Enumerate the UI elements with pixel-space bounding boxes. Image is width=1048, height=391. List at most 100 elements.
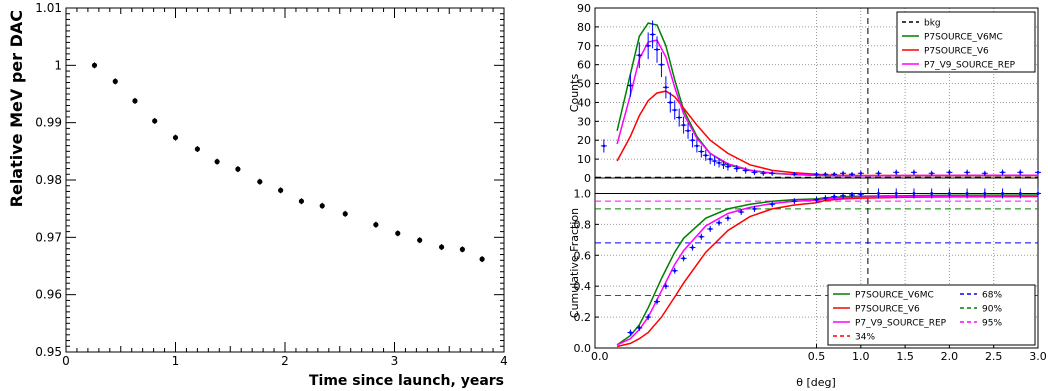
- top-right-chart: 0 10 20 30 40 50 60 70 80 90 Counts bkg P7SOURCE_V6M…: [568, 2, 1041, 185]
- top-data-point: [965, 171, 969, 174]
- left-data-point: [319, 203, 325, 209]
- top-data-point: [691, 138, 694, 142]
- left-x-axis-label: Time since launch, years: [309, 373, 504, 389]
- top-y-tick-label: 50: [577, 78, 591, 91]
- top-data-point: [793, 172, 796, 176]
- bottom-data-point: [629, 331, 632, 334]
- left-data-point: [112, 78, 118, 84]
- top-y-tick-label: 70: [577, 40, 591, 53]
- top-data-point: [832, 172, 836, 176]
- top-data-point: [708, 157, 712, 161]
- bottom-data-point: [983, 192, 987, 195]
- top-y-tick-label: 20: [577, 134, 591, 147]
- left-data-point: [298, 198, 305, 204]
- top-data-point: [704, 154, 708, 157]
- left-y-tick-label: 0.97: [35, 230, 62, 244]
- bottom-x-axis-label: θ [deg]: [796, 376, 836, 389]
- left-y-tick-label: 1: [54, 58, 62, 72]
- left-data-point: [194, 146, 200, 152]
- bottom-x-tick-label: 1.0: [852, 350, 870, 363]
- top-data-point: [824, 172, 827, 176]
- left-plot-frame: [65, 7, 505, 353]
- top-data-point: [735, 167, 739, 170]
- bottom-legend-box: [827, 284, 1036, 346]
- left-data-point: [172, 134, 179, 141]
- left-data-point: [91, 62, 98, 68]
- bottom-data-point: [877, 192, 880, 195]
- top-data-point: [629, 84, 632, 87]
- bottom-data-point: [815, 198, 818, 202]
- top-data-point: [841, 171, 845, 175]
- top-data-point: [646, 44, 650, 48]
- bottom-y-tick-label: 0.2: [574, 311, 592, 324]
- left-data-point: [479, 256, 485, 262]
- bottom-data-point: [753, 207, 756, 211]
- top-data-point: [651, 33, 654, 36]
- top-data-point: [859, 171, 863, 175]
- top-data-point: [770, 171, 774, 175]
- top-data-point: [713, 159, 716, 163]
- bottom-data-point: [930, 192, 934, 195]
- bottom-data-point: [823, 196, 827, 200]
- top-data-point: [850, 172, 854, 176]
- bottom-data-point: [832, 195, 836, 198]
- top-data-point: [686, 129, 690, 133]
- top-data-point: [762, 171, 765, 175]
- bottom-series-line: [616, 195, 1039, 348]
- top-data-point: [894, 171, 898, 174]
- bottom-data-point: [699, 235, 703, 239]
- bottom-legend-label: 34%: [855, 333, 875, 343]
- bottom-data-point: [637, 326, 641, 330]
- top-legend-box: [896, 11, 1036, 73]
- top-data-point: [753, 171, 756, 174]
- bottom-right-chart: 0.0 0.2 0.4 0.6 0.8 1.0 0.0 0.5 1.0 1.5 2.0 2.5 3.0 θ…: [568, 177, 1047, 389]
- bottom-data-point: [726, 216, 730, 220]
- top-data-point: [638, 53, 641, 57]
- bottom-data-point: [664, 284, 668, 288]
- bottom-x-tick-label: 1.5: [896, 350, 914, 363]
- top-y-tick-label: 60: [577, 59, 591, 72]
- left-data-point: [214, 159, 220, 165]
- top-data-point: [912, 171, 916, 174]
- left-data-point: [152, 118, 158, 124]
- left-x-tick-label: 1: [172, 354, 180, 368]
- bottom-data-point: [682, 256, 685, 260]
- left-y-tick-label: 0.99: [35, 116, 62, 130]
- bottom-data-point: [965, 192, 969, 195]
- bottom-x-tick-label: 3.0: [1029, 350, 1047, 363]
- bottom-x-tick-label: 2.0: [941, 350, 959, 363]
- top-y-axis-label: Counts: [568, 74, 581, 113]
- top-data-point: [1018, 171, 1022, 174]
- top-y-tick-label: 0: [584, 172, 591, 185]
- bottom-legend-label: P7SOURCE_V6MC: [855, 291, 934, 301]
- left-y-axis-label: Relative MeV per DAC: [7, 10, 26, 207]
- top-y-tick-label: 10: [577, 153, 591, 166]
- bottom-data-point: [948, 192, 951, 195]
- top-data-point: [677, 116, 681, 119]
- left-y-tick-label: 0.98: [35, 173, 62, 187]
- left-x-tick-label: 3: [391, 354, 399, 368]
- bottom-data-point: [1001, 192, 1004, 195]
- top-data-point: [1036, 171, 1040, 174]
- bottom-data-point: [770, 202, 774, 206]
- top-data-point: [948, 171, 951, 174]
- left-data-point: [342, 211, 348, 217]
- left-data-point: [132, 98, 138, 104]
- bottom-data-point: [859, 192, 863, 196]
- bottom-data-point: [708, 227, 712, 231]
- bottom-legend-label: P7SOURCE_V6: [855, 305, 920, 315]
- top-data-point: [877, 171, 880, 175]
- left-data-point: [417, 237, 423, 243]
- bottom-data-point: [646, 315, 650, 319]
- top-data-point: [717, 161, 721, 165]
- bottom-data-point: [792, 199, 796, 203]
- left-x-tick-label: 4: [500, 354, 508, 368]
- top-data-point: [815, 172, 818, 176]
- left-y-tick-label: 1.01: [35, 1, 62, 15]
- bottom-data-point: [739, 210, 743, 214]
- top-legend-label: P7SOURCE_V6: [924, 47, 989, 57]
- top-legend-label: P7SOURCE_V6MC: [924, 33, 1003, 43]
- top-y-tick-label: 90: [577, 2, 591, 15]
- bottom-data-point: [850, 193, 854, 197]
